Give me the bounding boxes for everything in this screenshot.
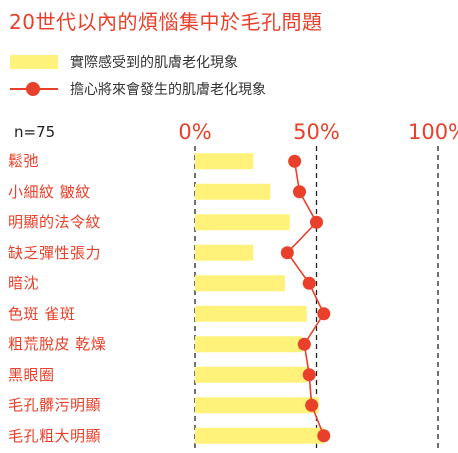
line-point xyxy=(280,246,294,260)
line-point xyxy=(302,368,316,382)
line-point xyxy=(317,429,331,443)
category-label: 粗荒脫皮 乾燥 xyxy=(8,335,107,354)
line-point xyxy=(305,398,319,412)
line-point xyxy=(292,185,306,199)
line-point xyxy=(317,307,331,321)
bar xyxy=(195,397,319,414)
category-label: 暗沈 xyxy=(8,274,40,293)
x-tick-label: 100% xyxy=(408,120,458,144)
category-label: 色斑 雀斑 xyxy=(8,304,76,323)
bar xyxy=(195,305,307,322)
bar xyxy=(195,244,254,261)
series-line xyxy=(286,161,325,437)
line-point xyxy=(302,276,316,290)
bar xyxy=(195,153,254,170)
sample-size-label: n=75 xyxy=(14,123,56,141)
bar xyxy=(195,214,290,231)
line-point xyxy=(288,154,302,168)
category-label: 毛孔粗大明顯 xyxy=(8,426,102,445)
bar xyxy=(195,275,285,292)
category-label: 毛孔髒污明顯 xyxy=(8,396,102,415)
legend-label-bar: 實際感受到的肌膚老化現象 xyxy=(70,55,238,71)
x-tick-label: 0% xyxy=(178,120,211,144)
category-label: 缺乏彈性張力 xyxy=(8,243,102,262)
line-point xyxy=(297,337,311,351)
legend-item-bar: 實際感受到的肌膚老化現象 xyxy=(10,50,238,74)
category-label: 小細紋 皺紋 xyxy=(8,182,91,201)
line-point xyxy=(310,215,323,229)
x-tick-label: 50% xyxy=(293,120,340,144)
category-label: 黑眼圈 xyxy=(8,365,55,384)
bar xyxy=(195,366,307,383)
legend-bar-swatch xyxy=(10,55,58,69)
legend-line-swatch xyxy=(10,82,58,96)
category-label: 明顯的法令紋 xyxy=(8,213,102,232)
chart-title: 20世代以內的煩惱集中於毛孔問題 xyxy=(9,10,323,34)
bar xyxy=(195,183,271,200)
bar xyxy=(195,336,302,353)
category-label: 鬆弛 xyxy=(8,152,40,171)
legend-label-line: 擔心將來會發生的肌膚老化現象 xyxy=(70,82,266,98)
bar xyxy=(195,427,324,444)
legend-item-line: 擔心將來會發生的肌膚老化現象 xyxy=(10,77,266,101)
